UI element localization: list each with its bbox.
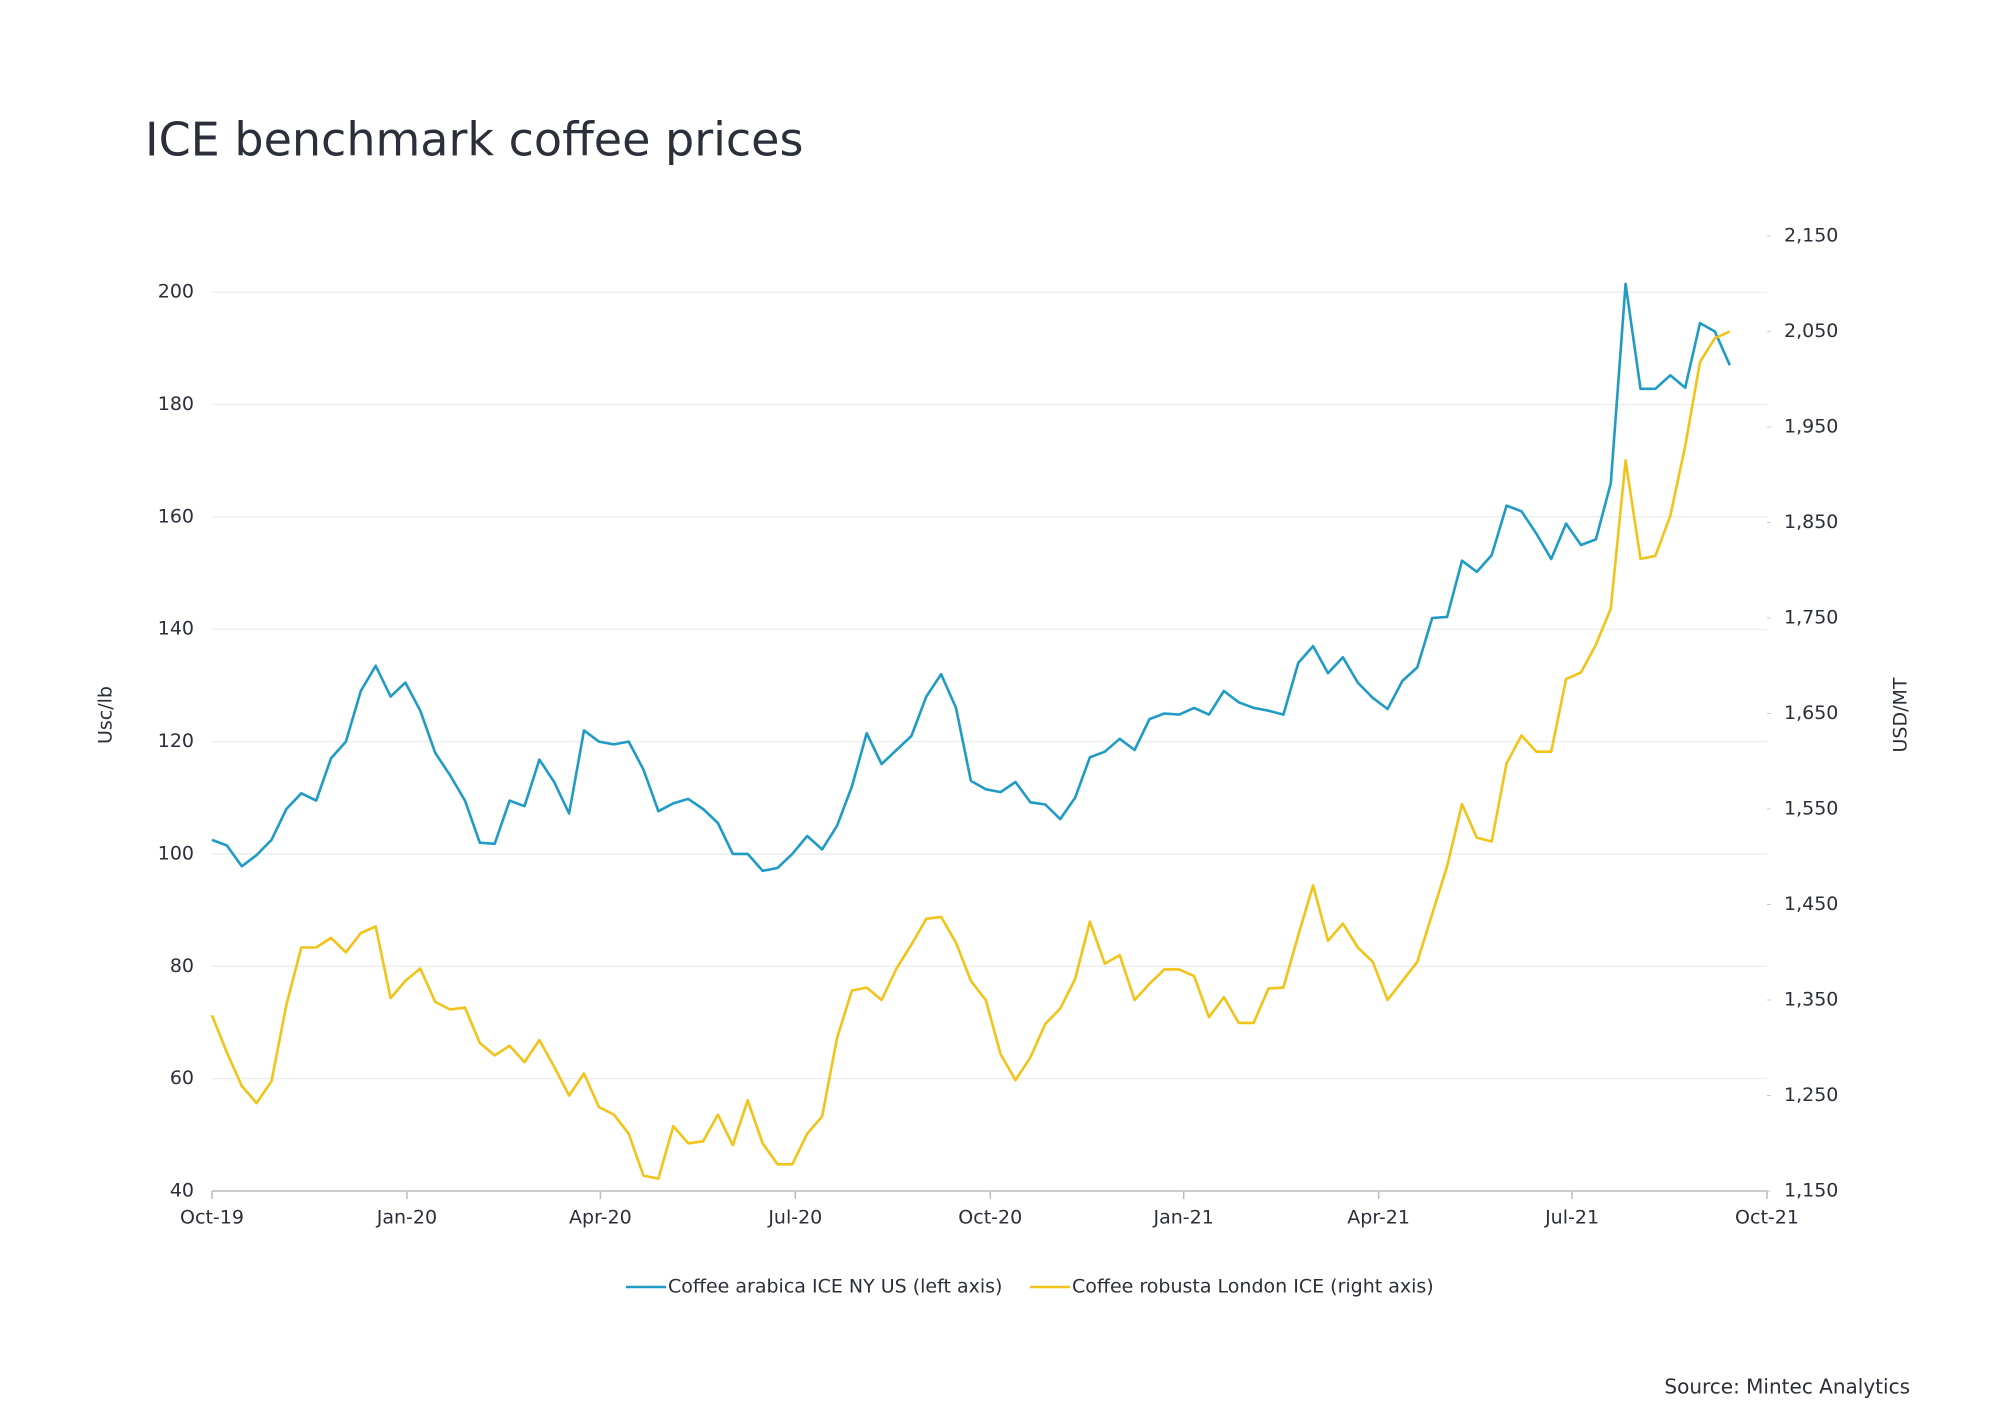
y-tick-label: 160	[158, 505, 194, 527]
source-note: Source: Mintec Analytics	[1664, 1375, 1910, 1399]
y2-tick-label: 1,950	[1784, 416, 1838, 438]
series-line	[210, 330, 1731, 1180]
x-tick-label: Jan-20	[376, 1207, 437, 1229]
y-tick-label: 100	[158, 842, 194, 864]
y2-tick-label: 1,750	[1784, 607, 1838, 629]
y-axis-title: Usc/lb	[95, 686, 117, 744]
chart-title: ICE benchmark coffee prices	[145, 113, 803, 167]
y-tick-label: 140	[158, 618, 194, 640]
y2-tick-label: 1,550	[1784, 798, 1838, 820]
series-line	[211, 282, 1731, 873]
x-tick-label: Oct-21	[1735, 1207, 1799, 1229]
y2-axis-title: USD/MT	[1890, 677, 1912, 752]
legend-label: Coffee robusta London ICE (right axis)	[1072, 1276, 1434, 1298]
y-tick-label: 60	[170, 1067, 194, 1089]
y2-tick-label: 1,350	[1784, 989, 1838, 1011]
y2-tick-label: 1,850	[1784, 511, 1838, 533]
x-tick-label: Jul-20	[767, 1207, 822, 1229]
x-tick-label: Jan-21	[1153, 1207, 1214, 1229]
y-tick-label: 80	[170, 955, 194, 977]
x-tick-label: Jul-21	[1544, 1207, 1599, 1229]
x-tick-label: Oct-20	[958, 1207, 1022, 1229]
x-tick-label: Oct-19	[180, 1207, 244, 1229]
y-tick-label: 40	[170, 1180, 194, 1202]
legend-label: Coffee arabica ICE NY US (left axis)	[668, 1276, 1002, 1298]
y2-tick-label: 1,250	[1784, 1084, 1838, 1106]
y2-tick-label: 1,450	[1784, 893, 1838, 915]
y2-tick-label: 1,150	[1784, 1180, 1838, 1202]
y2-tick-label: 1,650	[1784, 702, 1838, 724]
y2-tick-label: 2,150	[1784, 225, 1838, 247]
y-tick-label: 200	[158, 281, 194, 303]
y2-tick-label: 2,050	[1784, 320, 1838, 342]
y-tick-label: 180	[158, 393, 194, 415]
x-tick-label: Apr-20	[569, 1207, 632, 1229]
x-tick-label: Apr-21	[1347, 1207, 1410, 1229]
y-tick-label: 120	[158, 730, 194, 752]
